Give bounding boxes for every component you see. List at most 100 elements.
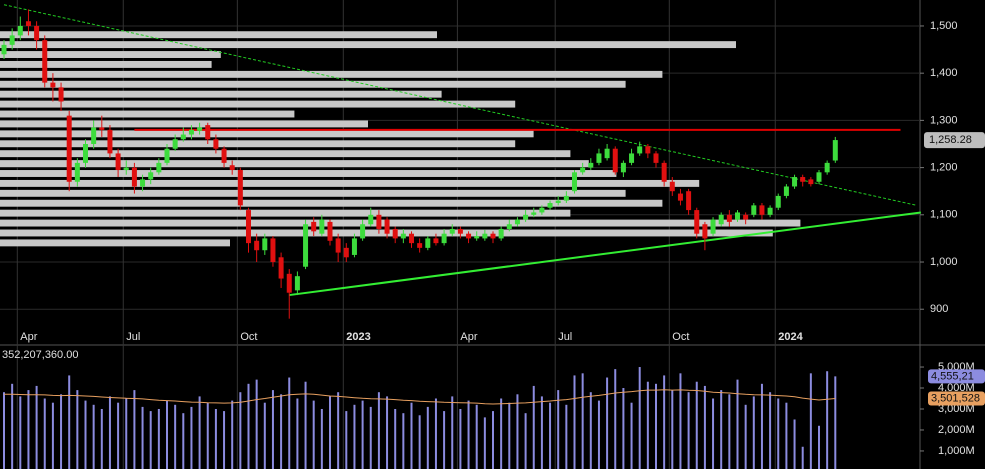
volume-bar <box>239 392 242 469</box>
volume-bar <box>60 394 63 469</box>
candle-body <box>620 162 626 173</box>
volume-bar <box>679 373 682 469</box>
last-price-box <box>924 132 985 149</box>
volume-bar <box>671 390 674 469</box>
volume-profile-bar <box>0 31 437 39</box>
volume-profile-bar <box>0 110 295 118</box>
candle-body <box>506 224 512 229</box>
candle-body <box>164 148 170 163</box>
candle-body <box>107 129 113 154</box>
volume-bar <box>198 396 201 469</box>
volume-bar <box>663 375 666 469</box>
candle-body <box>743 214 749 220</box>
volume-bar <box>386 396 389 469</box>
y-tick-label: 2,000M <box>938 424 975 436</box>
volume-profile-bar <box>0 170 617 177</box>
candle-body <box>783 186 789 196</box>
volume-bar <box>467 400 470 469</box>
volume-bar <box>500 398 503 469</box>
volume-profile-bar <box>0 130 534 138</box>
candle-body <box>417 243 423 248</box>
candle-body <box>572 172 577 192</box>
volume-bar <box>329 396 331 469</box>
candle-body <box>425 238 431 248</box>
volume-bar <box>606 377 609 469</box>
candle-body <box>449 228 455 234</box>
candle-body <box>34 25 40 41</box>
x-tick-label: Jul <box>558 331 572 343</box>
volume-bar <box>703 385 706 469</box>
volume-bar <box>508 402 511 469</box>
candle-body <box>286 273 292 293</box>
volume-bar <box>214 408 217 469</box>
candle-body <box>792 177 798 187</box>
volume-bar <box>369 406 372 469</box>
candle-body <box>205 125 211 140</box>
candle-body <box>237 169 243 206</box>
candle-body <box>131 167 137 187</box>
volume-bar <box>646 381 649 469</box>
candle-body <box>547 203 553 208</box>
x-tick-label: Apr <box>460 331 477 343</box>
volume-bar <box>190 406 193 469</box>
volume-bar <box>728 394 731 469</box>
last-value-box <box>928 369 985 384</box>
volume-bar <box>100 408 103 469</box>
volume-bar <box>426 406 429 469</box>
volume-bar <box>182 413 185 469</box>
volume-bar <box>108 396 111 469</box>
candle-body <box>246 210 251 244</box>
volume-bar <box>622 388 625 469</box>
volume-bar <box>443 411 446 469</box>
candle-body <box>604 148 610 159</box>
volume-bar <box>149 411 152 469</box>
candle-body <box>629 153 635 163</box>
candle-body <box>278 257 284 279</box>
volume-bar <box>11 383 14 469</box>
candle-body <box>694 210 700 234</box>
volume-profile-bar <box>0 70 663 78</box>
candle-body <box>91 127 97 144</box>
volume-bar <box>630 402 633 469</box>
candle-body <box>58 87 64 102</box>
candle-body <box>229 165 235 170</box>
volume-bar <box>712 398 715 469</box>
candle-body <box>327 221 333 241</box>
y-tick-label: 1,000M <box>938 445 975 457</box>
x-tick-label: Apr <box>20 331 37 343</box>
candle-body <box>775 195 781 208</box>
candle-body <box>718 214 724 225</box>
candle-body <box>360 224 366 239</box>
x-tick-label: Oct <box>672 331 689 343</box>
volume-bar <box>532 385 535 469</box>
volume-bar <box>117 402 120 469</box>
candle-body <box>392 228 398 239</box>
volume-bar <box>483 417 486 469</box>
volume-bar <box>760 383 763 469</box>
volume-bar <box>744 404 747 469</box>
volume-bar <box>614 369 617 469</box>
candle-body <box>294 276 300 291</box>
candle-body <box>612 148 618 173</box>
volume-bar <box>549 402 552 469</box>
candle-body <box>514 219 520 225</box>
volume-bar <box>475 404 478 469</box>
volume-bar <box>377 392 380 469</box>
volume-bar <box>92 404 95 469</box>
candle-body <box>710 219 716 234</box>
candle-body <box>180 134 186 140</box>
y-tick-label: 1,000 <box>930 256 958 268</box>
y-tick-label: 1,300 <box>930 114 958 126</box>
candle-body <box>140 179 146 187</box>
volume-bar <box>540 396 543 469</box>
volume-profile-bar <box>0 90 442 98</box>
volume-bar <box>166 400 168 469</box>
volume-bar <box>394 408 397 469</box>
volume-bar <box>35 385 38 469</box>
candle-body <box>555 200 561 204</box>
volume-bar <box>752 396 755 469</box>
volume-bar <box>271 390 274 469</box>
volume-bar <box>337 392 340 469</box>
y-tick-label: 1,400 <box>930 67 958 79</box>
volume-bar <box>597 400 600 469</box>
